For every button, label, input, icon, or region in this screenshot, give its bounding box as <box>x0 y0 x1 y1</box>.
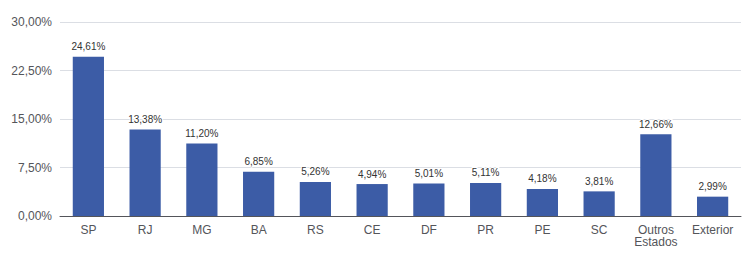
svg-text:4,94%: 4,94% <box>358 169 386 180</box>
svg-text:13,38%: 13,38% <box>128 114 162 125</box>
svg-text:22,50%: 22,50% <box>11 64 52 78</box>
svg-text:RJ: RJ <box>138 223 153 237</box>
svg-text:15,00%: 15,00% <box>11 112 52 126</box>
svg-text:BA: BA <box>251 223 267 237</box>
svg-text:5,26%: 5,26% <box>301 166 329 177</box>
svg-text:2,99%: 2,99% <box>698 181 726 192</box>
svg-text:SP: SP <box>80 223 96 237</box>
svg-text:6,85%: 6,85% <box>244 156 272 167</box>
svg-text:Exterior: Exterior <box>692 223 733 237</box>
svg-text:3,81%: 3,81% <box>585 176 613 187</box>
svg-text:12,66%: 12,66% <box>639 119 673 130</box>
svg-text:SC: SC <box>591 223 608 237</box>
svg-text:PE: PE <box>534 223 550 237</box>
svg-text:5,01%: 5,01% <box>415 168 443 179</box>
svg-text:30,00%: 30,00% <box>11 15 52 29</box>
svg-text:24,61%: 24,61% <box>71 41 105 52</box>
svg-text:MG: MG <box>192 223 211 237</box>
svg-text:11,20%: 11,20% <box>185 128 218 139</box>
svg-text:7,50%: 7,50% <box>18 161 52 175</box>
svg-text:RS: RS <box>307 223 324 237</box>
svg-text:Estados: Estados <box>634 235 677 249</box>
svg-text:CE: CE <box>364 223 381 237</box>
svg-text:DF: DF <box>421 223 437 237</box>
svg-text:5,11%: 5,11% <box>472 167 500 178</box>
svg-text:PR: PR <box>477 223 494 237</box>
svg-text:Outros: Outros <box>637 223 674 237</box>
svg-text:0,00%: 0,00% <box>18 209 52 223</box>
svg-text:4,18%: 4,18% <box>528 173 556 184</box>
